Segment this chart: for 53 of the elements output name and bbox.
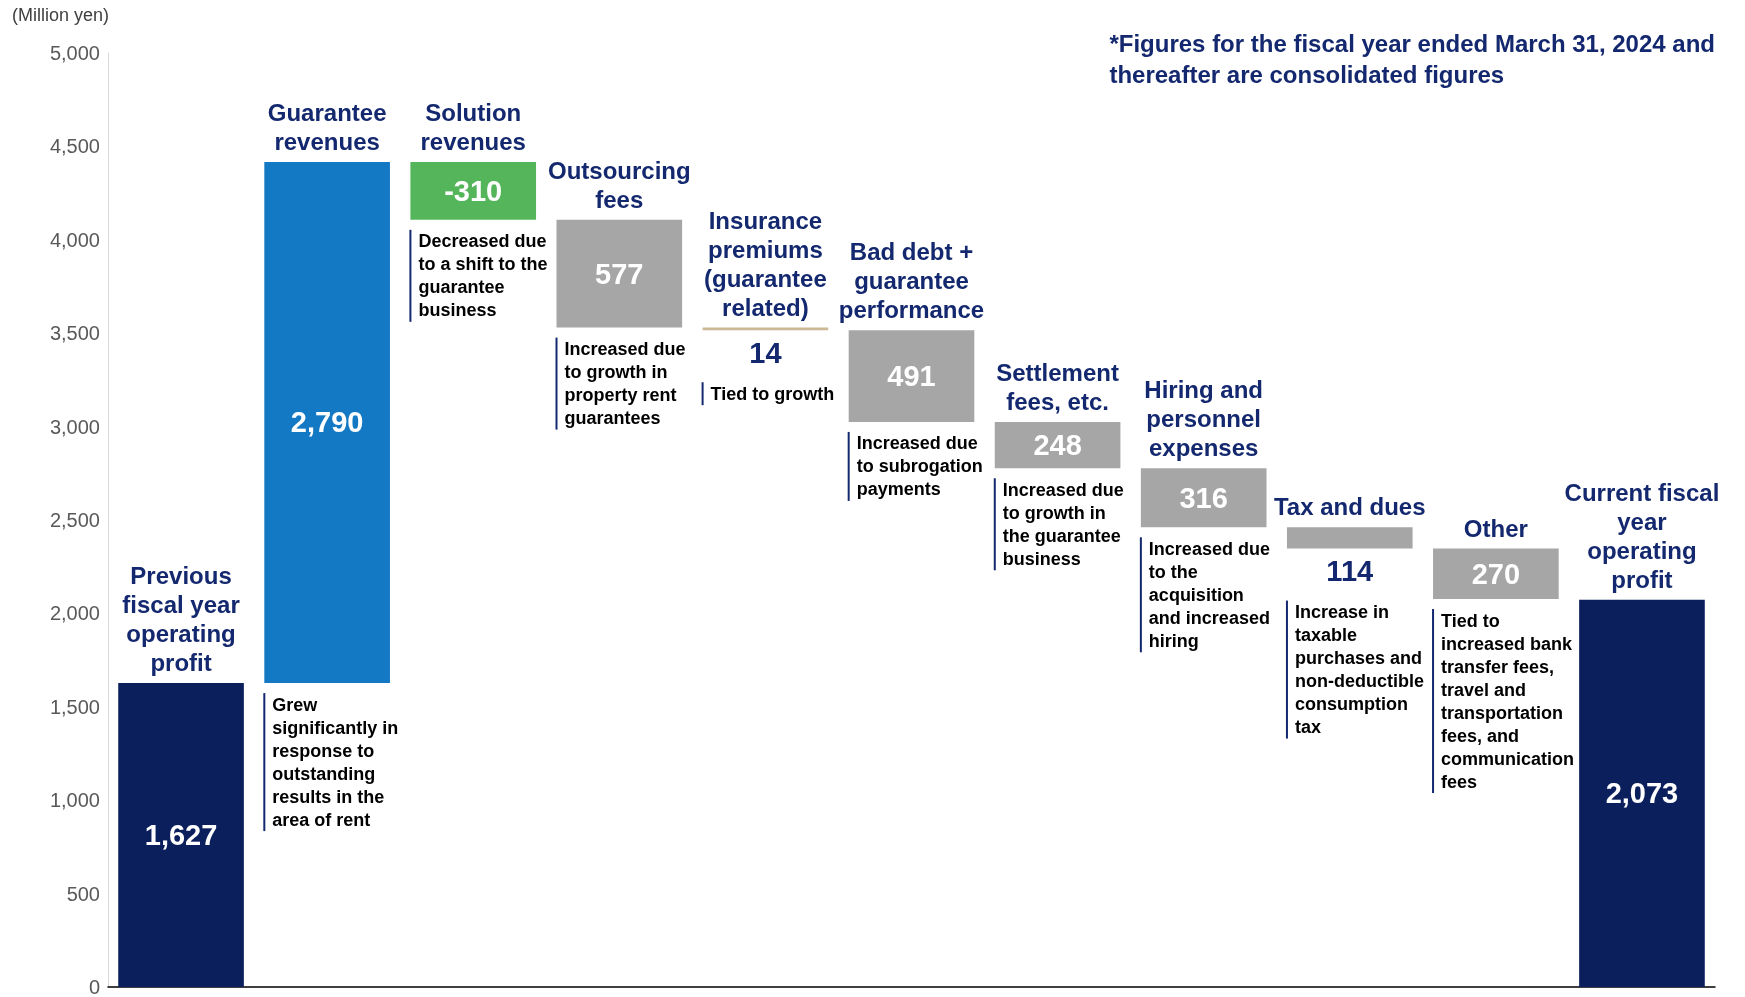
- x-tick-label: Settlement fees, etc.: [996, 358, 1119, 415]
- x-tick-label: Insurance premiums (guarantee related): [704, 206, 827, 321]
- y-tick-label: 0: [88, 976, 100, 997]
- bar: [556, 219, 683, 328]
- y-axis-title: (Million yen): [12, 5, 110, 25]
- y-tick-label: 2,500: [49, 509, 100, 531]
- bar: [264, 161, 390, 684]
- y-tick-label: 500: [66, 882, 100, 905]
- data-label: 491: [887, 360, 936, 393]
- annotation: Increased due to growth in property rent guarantees: [564, 339, 686, 429]
- bar: [848, 330, 975, 422]
- x-tick-label: Current fiscal year operating profit: [1564, 478, 1720, 593]
- y-tick-label: 3,000: [49, 415, 100, 438]
- bar: [118, 683, 244, 987]
- bar: [1286, 527, 1413, 549]
- x-tick-label: Solution revenues: [420, 98, 526, 155]
- annotation: Increased due to subrogation payments: [856, 433, 983, 500]
- x-tick-label: Outsourcing fees: [547, 156, 691, 213]
- y-tick-label: 4,500: [49, 135, 100, 158]
- y-tick-label: 1,000: [49, 789, 100, 812]
- y-tick-label: 4,000: [49, 228, 100, 251]
- bar: [1433, 548, 1559, 600]
- data-label: 248: [1033, 429, 1082, 462]
- annotation: Increased due to growth in the guarantee business: [1002, 479, 1124, 569]
- y-tick-label: 1,500: [49, 695, 100, 718]
- x-tick-label: Other: [1463, 514, 1528, 542]
- data-label: 316: [1179, 481, 1228, 514]
- data-label: 114: [1326, 555, 1374, 588]
- annotation: Decreased due to a shift to the guarantee business: [418, 231, 548, 321]
- bar: [1579, 599, 1705, 987]
- data-label: 2,073: [1605, 777, 1679, 810]
- y-tick-label: 2,000: [49, 602, 100, 625]
- data-label: 1,627: [144, 819, 218, 852]
- annotation: Tied to growth: [710, 383, 835, 404]
- bar: [1140, 468, 1267, 528]
- bar: [410, 161, 537, 220]
- annotation: Increase in taxable purchases and non-deductible consumption tax: [1294, 602, 1424, 738]
- data-label: 577: [595, 257, 644, 290]
- x-tick-label: Guarantee revenues: [267, 98, 387, 155]
- data-label: 270: [1471, 557, 1521, 590]
- annotation: *Figures for the fiscal year ended March 31, 2024 and thereafter are consolidated figures: [1109, 30, 1716, 88]
- annotation: Increased due to the acquisition and increased hiring: [1148, 538, 1270, 651]
- x-tick-label: Tax and dues: [1273, 493, 1426, 521]
- data-label: -310: [444, 174, 503, 207]
- x-tick-label: Bad debt + guarantee performance: [838, 238, 985, 324]
- y-tick-label: 3,500: [49, 322, 100, 345]
- annotation: Tied to increased bank transfer fees, travel and transportation fees, and communication fees: [1441, 610, 1575, 792]
- x-tick-label: Hiring and personnel expenses: [1144, 376, 1264, 462]
- data-label: 14: [749, 336, 782, 369]
- x-tick-label: Previous fiscal year operating profit: [122, 562, 240, 677]
- annotation: Grew significantly in response to outstanding results in the area of rent: [272, 694, 399, 830]
- y-tick-label: 5,000: [49, 42, 100, 64]
- data-label: 2,790: [290, 406, 364, 439]
